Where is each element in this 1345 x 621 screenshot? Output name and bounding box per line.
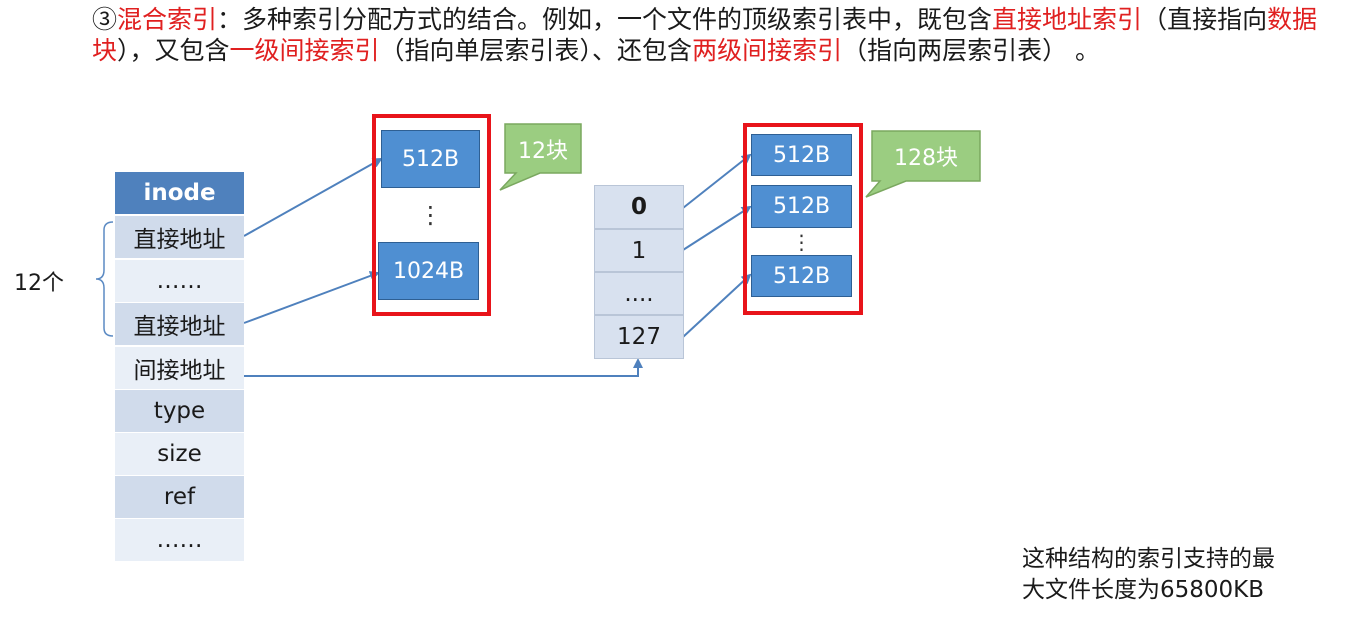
inode-header: inode [115,172,244,214]
arrow-entry-1 [682,205,752,251]
direct-block-first: 512B [381,130,480,188]
arrow-entry-127 [682,273,752,338]
index-entry-0: 0 [594,185,684,229]
index-entry-127: 127 [594,315,684,359]
callout-shape-12 [499,123,582,191]
inode-row-direct-first: 直接地址 [115,216,244,258]
arrow-entry-0 [682,153,752,209]
inode-row-ellipsis: …… [115,260,244,302]
double-indirect-term: 两级间接索引 [692,36,843,65]
direct-blocks-frame [372,114,491,316]
direct-index-term: 直接地址索引 [992,5,1143,34]
index-entry-1: 1 [594,229,684,272]
brace-label: 12个 [14,271,64,296]
intro-text-4: （指向单层索引表）、还包含 [379,36,693,65]
intro-text-5: （指向两层索引表） 。 [842,36,1101,65]
index-entry-ellipsis: .... [594,272,684,315]
max-file-size-note: 这种结构的索引支持的最 大文件长度为65800KB [1022,544,1322,606]
inode-row-size: size [115,433,244,475]
indirect-blocks-frame [743,123,863,315]
note-line-1: 这种结构的索引支持的最 [1022,546,1275,572]
indirect-block-last: 512B [751,255,852,297]
inode-row-direct-last: 直接地址 [115,303,244,345]
circled-number: ③ [92,5,118,34]
intro-text-1: ：多种索引分配方式的结合。例如，一个文件的顶级索引表中，既包含 [217,5,993,34]
single-indirect-term: 一级间接索引 [229,36,380,65]
intro-title: 混合索引 [117,5,218,34]
indirect-block-2: 512B [751,185,852,228]
indirect-block-1: 512B [751,134,852,176]
intro-text-3: ），又包含 [117,36,230,65]
callout-shape-128 [865,130,981,198]
inode-row-indirect: 间接地址 [115,347,244,389]
callout-12-blocks: 12块 [518,138,568,164]
arrow-indirect [244,358,643,377]
callout-128-blocks: 128块 [894,146,958,171]
intro-text-2: （直接指向 [1142,5,1268,34]
indirect-blocks-dots: ⋮ [791,230,812,254]
note-line-2: 大文件长度为65800KB [1022,577,1265,603]
inode-row-ellipsis-end: …… [115,519,244,561]
arrow-direct-12 [243,271,380,324]
intro-paragraph: ③混合索引：多种索引分配方式的结合。例如，一个文件的顶级索引表中，既包含直接地址… [92,4,1322,66]
arrow-direct-1 [243,158,383,237]
brace-icon [95,221,114,337]
direct-blocks-dots: ⋮ [418,201,443,229]
inode-row-type: type [115,390,244,432]
inode-row-ref: ref [115,476,244,518]
direct-block-last: 1024B [378,242,479,300]
data-block-term: 数据块 [92,5,1318,65]
